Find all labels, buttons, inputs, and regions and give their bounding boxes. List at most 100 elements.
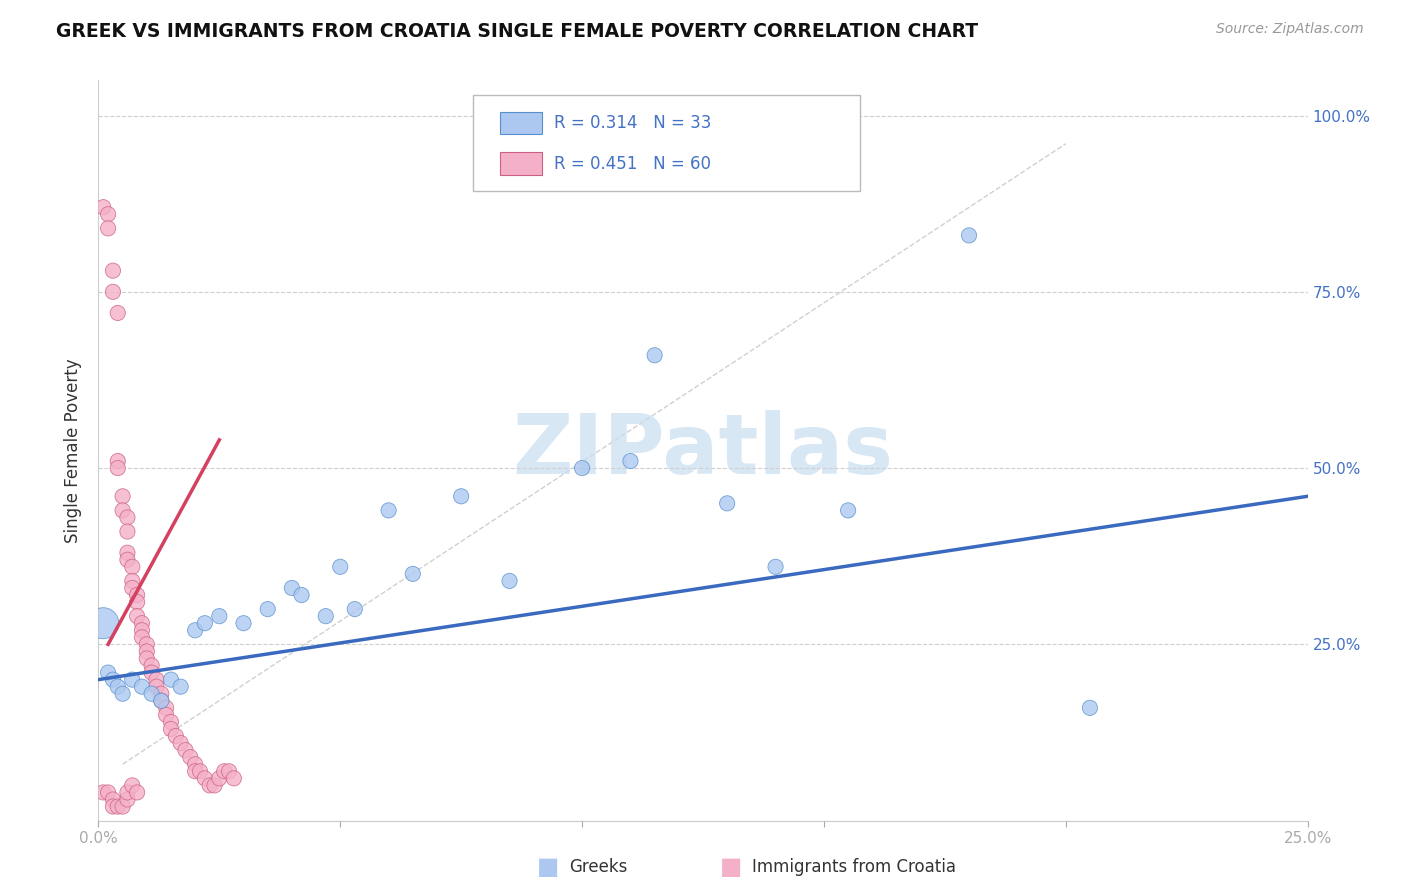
Point	[135, 644, 157, 658]
Point	[91, 785, 114, 799]
Point	[145, 680, 167, 694]
Point	[107, 680, 129, 694]
Point	[121, 581, 143, 595]
Point	[160, 673, 183, 687]
Point	[141, 687, 163, 701]
Point	[150, 687, 173, 701]
Point	[208, 772, 231, 786]
Point	[402, 566, 425, 581]
Point	[184, 764, 207, 779]
Point	[169, 680, 191, 694]
Point	[127, 785, 149, 799]
Point	[281, 581, 304, 595]
Point	[644, 348, 666, 362]
Point	[150, 694, 173, 708]
Point	[135, 651, 157, 665]
Point	[155, 701, 177, 715]
Point	[127, 595, 149, 609]
FancyBboxPatch shape	[501, 153, 543, 175]
Point	[107, 461, 129, 475]
Point	[91, 200, 114, 214]
Point	[97, 665, 120, 680]
Point	[165, 729, 187, 743]
Point	[97, 785, 120, 799]
Text: Greeks: Greeks	[569, 858, 628, 876]
Point	[765, 559, 787, 574]
Point	[218, 764, 240, 779]
Point	[571, 461, 593, 475]
Point	[131, 624, 153, 638]
Point	[198, 778, 221, 792]
Text: GREEK VS IMMIGRANTS FROM CROATIA SINGLE FEMALE POVERTY CORRELATION CHART: GREEK VS IMMIGRANTS FROM CROATIA SINGLE …	[56, 22, 979, 41]
Text: Source: ZipAtlas.com: Source: ZipAtlas.com	[1216, 22, 1364, 37]
Y-axis label: Single Female Poverty: Single Female Poverty	[65, 359, 83, 542]
Point	[91, 616, 114, 631]
Point	[188, 764, 211, 779]
Point	[131, 680, 153, 694]
Point	[1078, 701, 1101, 715]
Point	[101, 285, 124, 299]
Point	[498, 574, 520, 588]
Point	[145, 673, 167, 687]
Point	[204, 778, 226, 792]
Point	[117, 546, 139, 560]
Point	[101, 792, 124, 806]
Point	[131, 616, 153, 631]
Point	[957, 228, 980, 243]
Point	[101, 673, 124, 687]
Point	[117, 792, 139, 806]
Point	[174, 743, 197, 757]
Point	[208, 609, 231, 624]
FancyBboxPatch shape	[501, 112, 543, 134]
Point	[141, 658, 163, 673]
Point	[179, 750, 201, 764]
Point	[121, 559, 143, 574]
Point	[194, 616, 217, 631]
Point	[377, 503, 399, 517]
Point	[232, 616, 254, 631]
Point	[111, 489, 134, 503]
Text: ■: ■	[537, 855, 560, 879]
Point	[194, 772, 217, 786]
Point	[121, 673, 143, 687]
Point	[155, 707, 177, 722]
Point	[160, 722, 183, 736]
Point	[117, 524, 139, 539]
Text: R = 0.451   N = 60: R = 0.451 N = 60	[554, 154, 711, 172]
Point	[184, 624, 207, 638]
Point	[121, 574, 143, 588]
Point	[127, 588, 149, 602]
Point	[117, 785, 139, 799]
Text: ZIPatlas: ZIPatlas	[513, 410, 893, 491]
Text: R = 0.314   N = 33: R = 0.314 N = 33	[554, 114, 711, 132]
Point	[212, 764, 235, 779]
Point	[111, 503, 134, 517]
Point	[107, 799, 129, 814]
Point	[117, 510, 139, 524]
Point	[256, 602, 278, 616]
Point	[343, 602, 366, 616]
Point	[97, 221, 120, 235]
Point	[107, 306, 129, 320]
Point	[111, 687, 134, 701]
FancyBboxPatch shape	[474, 95, 860, 191]
Point	[222, 772, 245, 786]
Point	[135, 637, 157, 651]
Point	[329, 559, 352, 574]
Point	[101, 263, 124, 277]
Point	[141, 665, 163, 680]
Point	[111, 799, 134, 814]
Point	[450, 489, 472, 503]
Point	[160, 714, 183, 729]
Point	[107, 454, 129, 468]
Point	[121, 778, 143, 792]
Point	[837, 503, 859, 517]
Point	[97, 207, 120, 221]
Point	[290, 588, 312, 602]
Point	[150, 694, 173, 708]
Text: Immigrants from Croatia: Immigrants from Croatia	[752, 858, 956, 876]
Point	[619, 454, 641, 468]
Point	[127, 609, 149, 624]
Point	[101, 799, 124, 814]
Point	[131, 630, 153, 644]
